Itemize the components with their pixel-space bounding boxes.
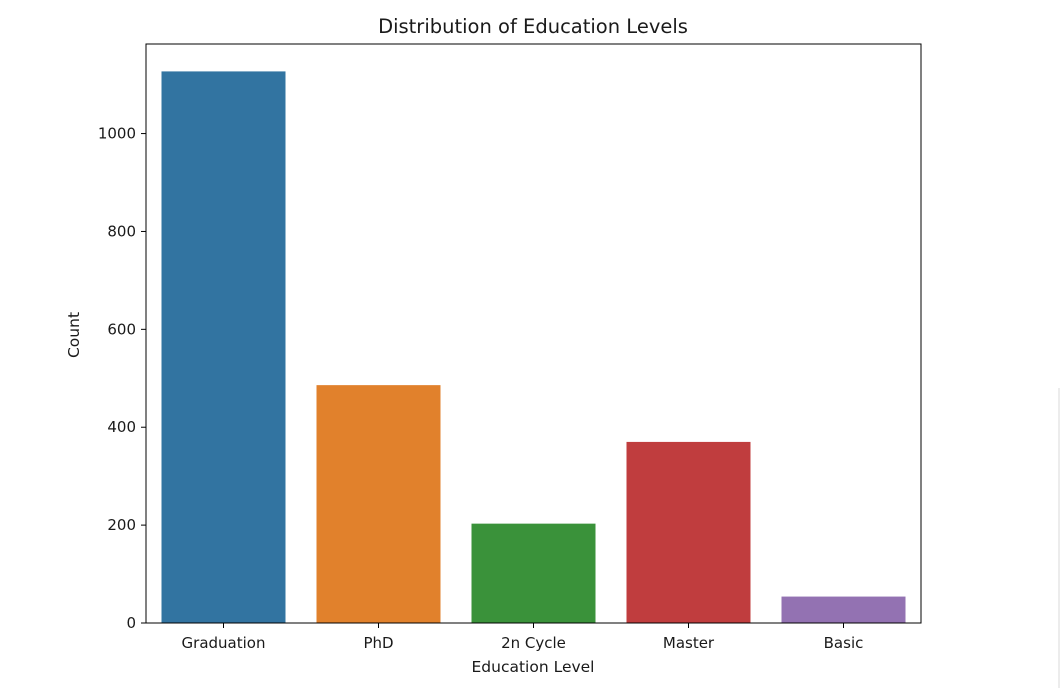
y-axis-ticks: 0 200 400 600 800 1000 [98,125,146,632]
window-edge-divider [1058,388,1060,688]
chart-title: Distribution of Education Levels [378,15,688,38]
bar-basic [781,596,906,623]
x-tick-label: Basic [824,634,864,652]
bar-phd [316,385,441,623]
x-tick-label: Master [663,634,715,652]
x-tick-label: Graduation [182,634,266,652]
bar-graduation [161,71,286,623]
y-tick-label: 200 [107,516,136,534]
x-tick-label: 2n Cycle [501,634,566,652]
y-tick-label: 0 [126,614,136,632]
bar-master [626,441,751,623]
y-tick-label: 800 [107,222,136,240]
bar-2n-cycle [471,523,596,623]
y-axis-label: Count [65,312,83,358]
x-axis-ticks: Graduation PhD 2n Cycle Master Basic [182,623,864,652]
y-tick-label: 600 [107,320,136,338]
x-tick-label: PhD [363,634,393,652]
x-axis-label: Education Level [471,658,594,676]
plot-area-frame [145,43,922,624]
y-tick-label: 1000 [98,125,136,143]
y-tick-label: 400 [107,418,136,436]
bars-group [161,71,906,623]
